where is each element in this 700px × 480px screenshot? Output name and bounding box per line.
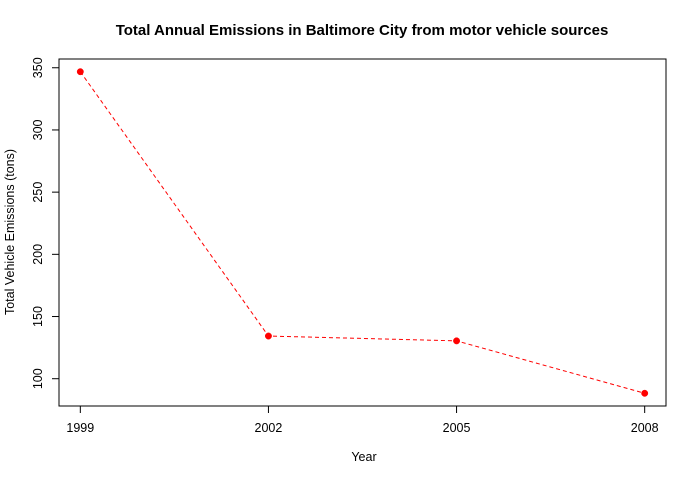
chart-title: Total Annual Emissions in Baltimore City… xyxy=(116,22,609,39)
data-point xyxy=(641,389,649,397)
y-axis-label: Total Vehicle Emissions (tons) xyxy=(3,149,17,315)
series-line xyxy=(79,71,645,394)
y-axis: 100 150 200 250 300 350 xyxy=(31,57,60,389)
y-tick-label: 300 xyxy=(31,119,45,140)
data-point xyxy=(264,332,272,340)
y-tick-label: 150 xyxy=(31,306,45,327)
x-tick-label: 2002 xyxy=(255,421,283,435)
data-point xyxy=(453,337,461,345)
x-axis: 1999 2002 2005 2008 xyxy=(66,405,659,435)
y-tick-label: 250 xyxy=(31,182,45,203)
x-tick-label: 2005 xyxy=(443,421,471,435)
y-tick-label: 200 xyxy=(31,244,45,265)
y-tick-label: 350 xyxy=(31,57,45,78)
series-layer xyxy=(76,68,649,397)
y-tick-label: 100 xyxy=(31,368,45,389)
plot-frame xyxy=(58,58,667,407)
x-tick-label: 2008 xyxy=(631,421,659,435)
x-tick-label: 1999 xyxy=(66,421,94,435)
data-point xyxy=(76,68,84,76)
x-axis-label: Year xyxy=(351,450,376,464)
